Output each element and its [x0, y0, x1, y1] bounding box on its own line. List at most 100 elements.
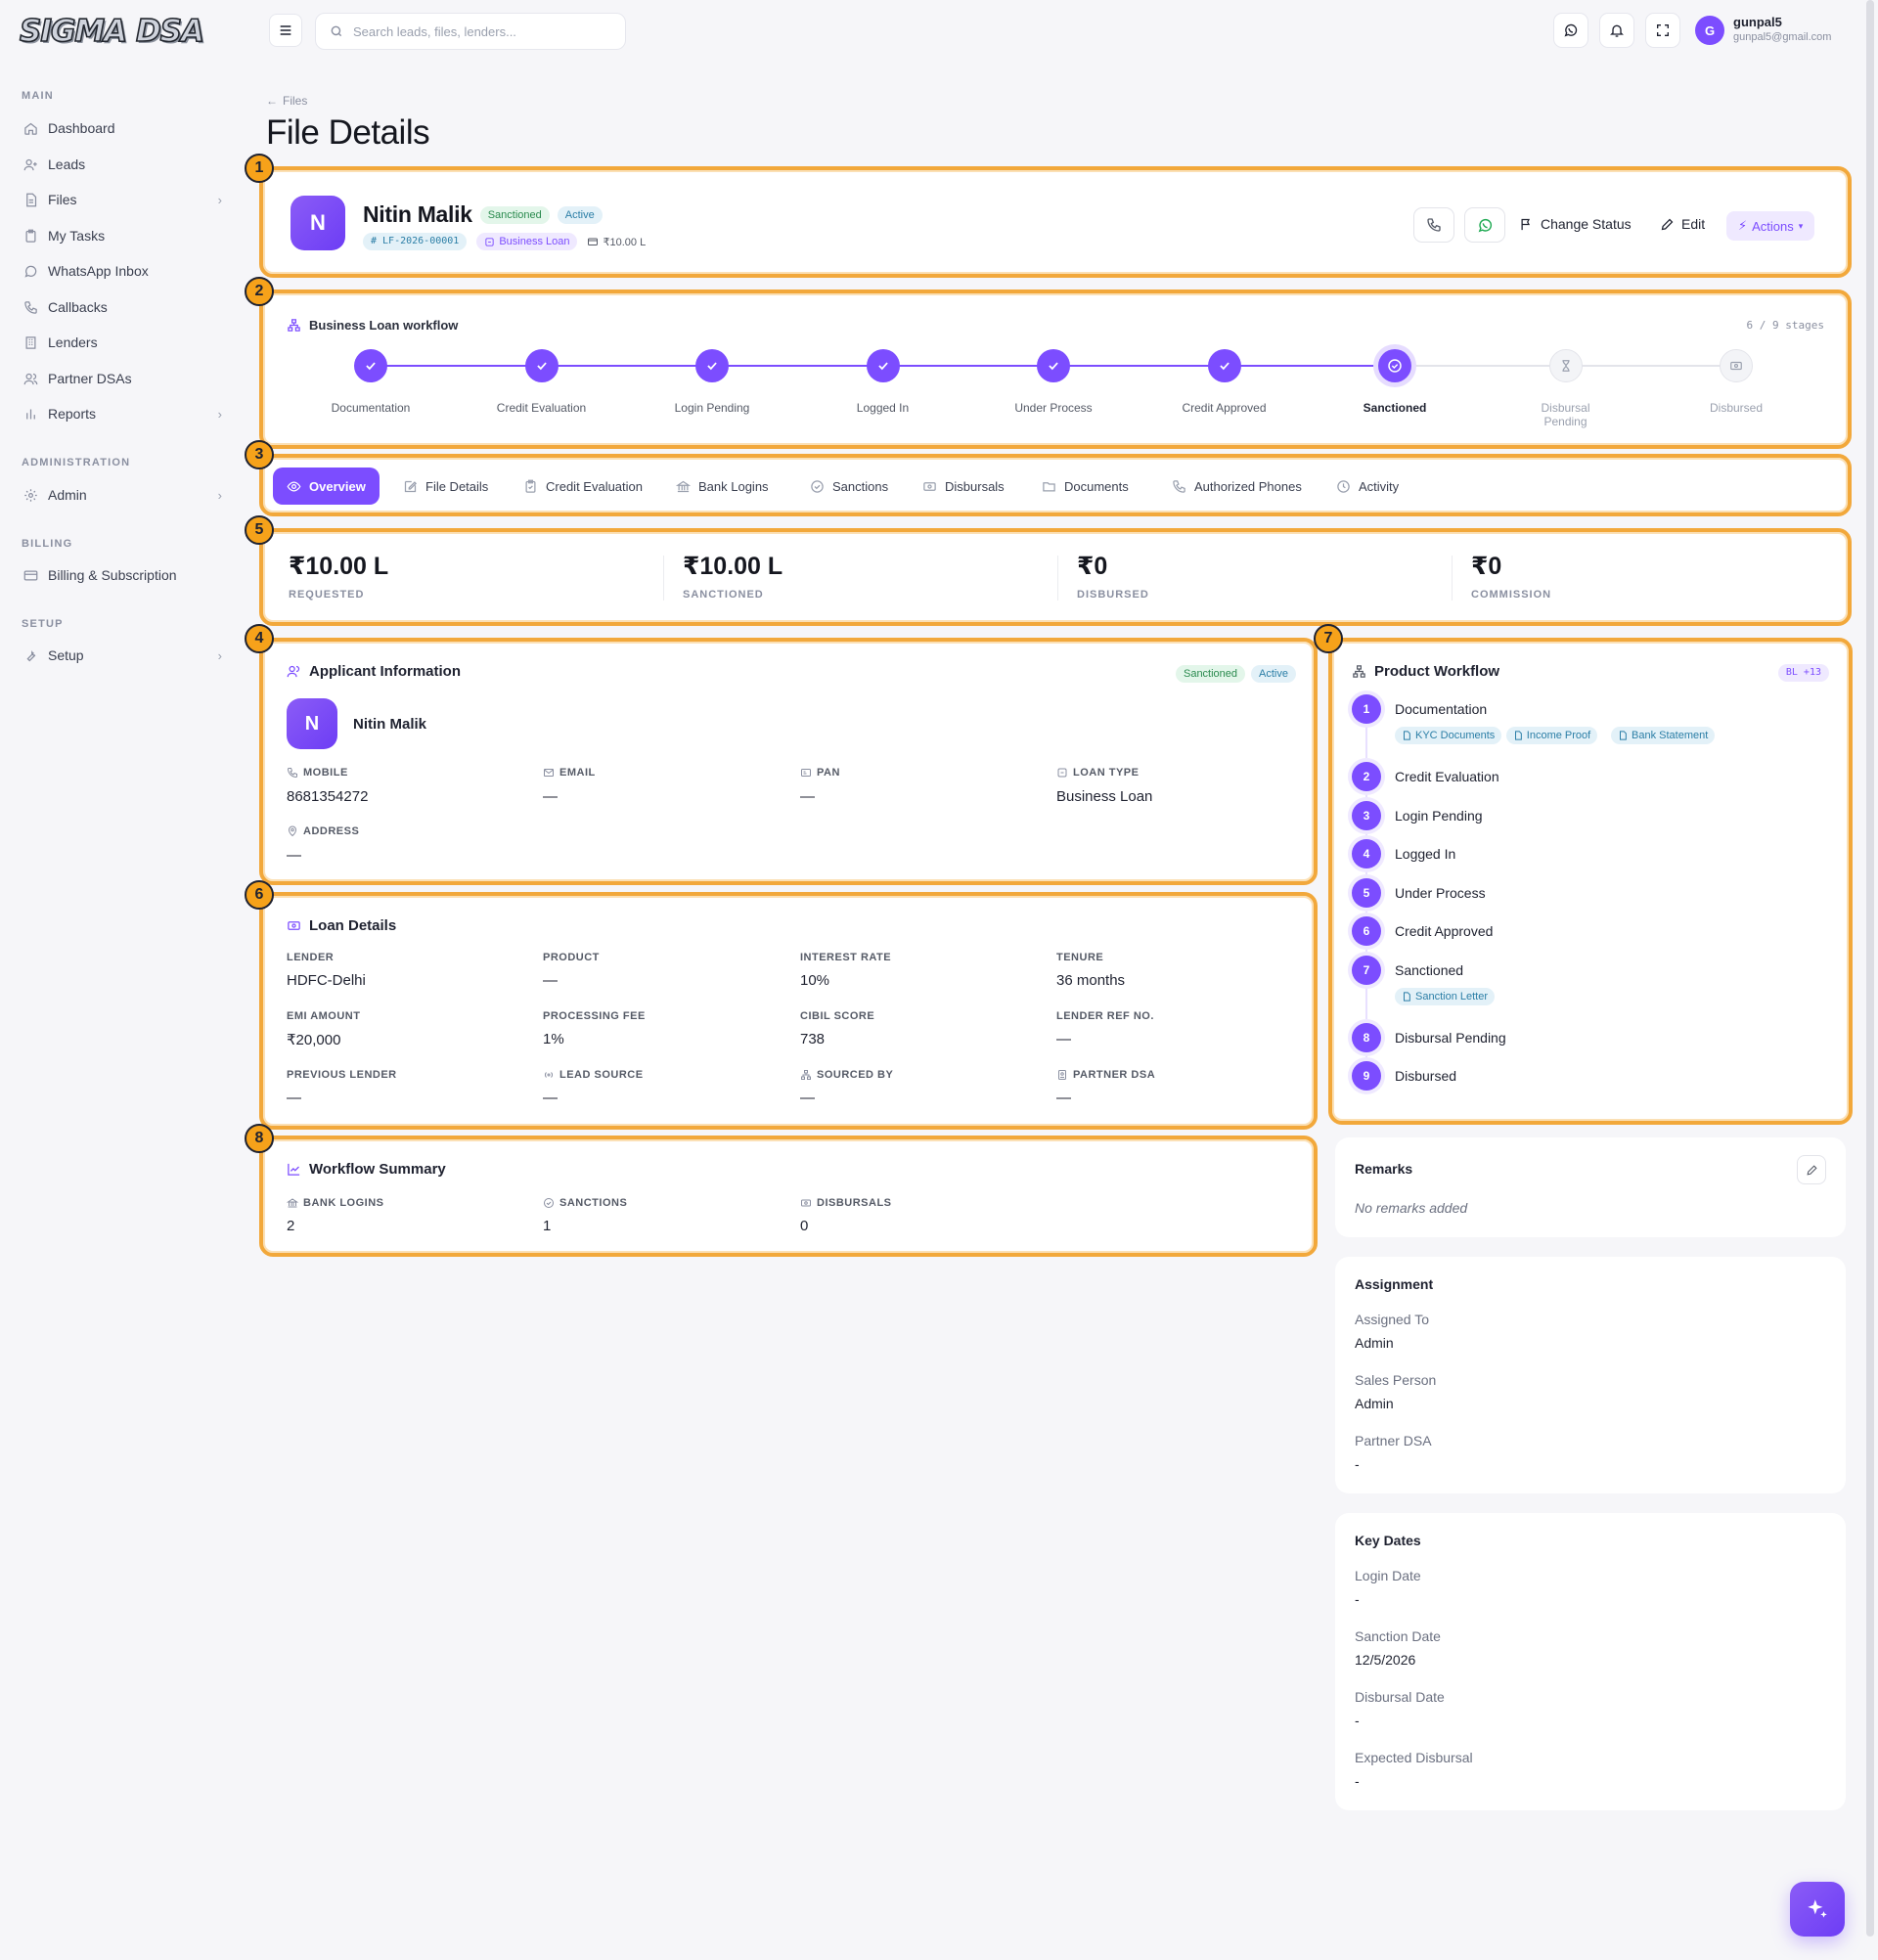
- sidebar-item-my-tasks[interactable]: My Tasks: [22, 221, 222, 250]
- workflow-step-connector: [1365, 984, 1367, 1023]
- whatsapp-chat-button[interactable]: [1464, 207, 1505, 243]
- partner-dsa-label: PARTNER DSA: [1056, 1069, 1155, 1081]
- user-name[interactable]: gunpal5: [1733, 15, 1782, 29]
- workflow-stage-dot[interactable]: [1720, 349, 1753, 382]
- phone-icon: [1172, 479, 1186, 494]
- workflow-stage-dot[interactable]: [1548, 349, 1583, 382]
- app-logo[interactable]: SIGMA DSA: [19, 13, 205, 50]
- ai-assistant-button[interactable]: [1790, 1882, 1845, 1937]
- user-avatar[interactable]: G: [1695, 16, 1724, 45]
- required-document-chip[interactable]: KYC Documents: [1395, 727, 1502, 744]
- annotation-marker-6: 6: [245, 880, 274, 910]
- fullscreen-button[interactable]: [1645, 13, 1680, 48]
- arrow-left-icon: ←: [266, 94, 278, 108]
- change-status-button[interactable]: Change Status: [1519, 216, 1632, 232]
- edit-remarks-button[interactable]: [1797, 1155, 1826, 1184]
- loan-type-value: Business Loan: [1056, 788, 1153, 805]
- tenure-label: TENURE: [1056, 952, 1104, 963]
- breadcrumb-files[interactable]: Files: [283, 94, 308, 108]
- sidebar-item-callbacks[interactable]: Callbacks: [22, 292, 222, 322]
- tab-authorized-phones[interactable]: Authorized Phones: [1158, 468, 1316, 505]
- sidebar-item-whatsapp-inbox[interactable]: WhatsApp Inbox: [22, 256, 222, 286]
- workflow-connector: [371, 365, 542, 367]
- required-document-chip[interactable]: Income Proof: [1505, 727, 1598, 744]
- workflow-step-name: Disbursed: [1395, 1068, 1457, 1084]
- tab-file-details[interactable]: File Details: [389, 468, 502, 505]
- phone-icon: [1427, 218, 1441, 232]
- nav-section-administration: ADMINISTRATION: [22, 457, 131, 468]
- sidebar-item-label: Leads: [48, 156, 86, 172]
- sidebar-item-label: My Tasks: [48, 228, 106, 244]
- tab-credit-evaluation[interactable]: Credit Evaluation: [510, 468, 656, 505]
- tab-sanctions[interactable]: Sanctions: [796, 468, 902, 505]
- breadcrumb[interactable]: ← Files: [266, 94, 307, 108]
- assigned-to-label: Assigned To: [1355, 1312, 1430, 1327]
- disbursal-date-value: -: [1355, 1713, 1360, 1728]
- global-search[interactable]: [315, 13, 626, 50]
- edit-button[interactable]: Edit: [1660, 216, 1705, 232]
- disbursal-date-label: Disbursal Date: [1355, 1689, 1445, 1705]
- sidebar-item-partner-dsas[interactable]: Partner DSAs: [22, 364, 222, 393]
- tab-activity[interactable]: Activity: [1322, 468, 1412, 505]
- mobile-value[interactable]: 8681354272: [287, 788, 369, 805]
- wrench-icon: [22, 646, 39, 664]
- loan-section-title: Loan Details: [287, 917, 396, 934]
- bank-logins-value: 2: [287, 1218, 295, 1234]
- actions-dropdown[interactable]: ⚡ Actions ▾: [1726, 211, 1815, 241]
- whatsapp-button[interactable]: [1553, 13, 1588, 48]
- interest-rate-label: INTEREST RATE: [800, 952, 892, 963]
- broadcast-icon: [543, 1069, 555, 1081]
- loan-type-label: LOAN TYPE: [1056, 767, 1139, 779]
- required-document-chip[interactable]: Bank Statement: [1611, 727, 1716, 744]
- annotation-marker-3: 3: [245, 440, 274, 469]
- workflow-step-number: 3: [1352, 800, 1381, 830]
- building-icon: [22, 334, 39, 351]
- file-id-badge[interactable]: # LF-2026-00001: [363, 233, 468, 250]
- sidebar: SIGMA DSA MAIN Dashboard Leads Files › M…: [0, 0, 245, 1960]
- notifications-button[interactable]: [1599, 13, 1634, 48]
- workflow-stage-dot[interactable]: [1207, 349, 1241, 382]
- applicant-section-title: Applicant Information: [287, 663, 461, 680]
- workflow-stage-dot[interactable]: [354, 349, 387, 382]
- applicant-avatar: N: [287, 698, 337, 749]
- sidebar-item-dashboard[interactable]: Dashboard: [22, 113, 222, 143]
- workflow-stage-dot[interactable]: [1378, 349, 1411, 382]
- bank-logins-label: BANK LOGINS: [287, 1197, 384, 1209]
- sidebar-item-reports[interactable]: Reports ›: [22, 399, 222, 428]
- workflow-stage-dot[interactable]: [524, 349, 559, 382]
- sidebar-item-setup[interactable]: Setup ›: [22, 641, 222, 670]
- amount-stats-card: ₹10.00 L REQUESTED ₹10.00 L SANCTIONED ₹…: [259, 528, 1852, 626]
- interest-rate-value: 10%: [800, 972, 830, 989]
- sidebar-item-lenders[interactable]: Lenders: [22, 328, 222, 357]
- tab-overview[interactable]: Overview: [273, 468, 380, 505]
- partner-dsa-value: —: [1056, 1090, 1071, 1106]
- workflow-stage-dot[interactable]: [1037, 349, 1070, 382]
- workflow-stage-dot[interactable]: [866, 349, 900, 382]
- sidebar-item-admin[interactable]: Admin ›: [22, 480, 222, 510]
- call-button[interactable]: [1413, 207, 1454, 243]
- cibil-score-label: CIBIL SCORE: [800, 1010, 875, 1022]
- sidebar-item-files[interactable]: Files ›: [22, 185, 222, 214]
- required-document-chip[interactable]: Sanction Letter: [1395, 987, 1495, 1005]
- expand-icon: [1657, 24, 1669, 36]
- search-input[interactable]: [353, 23, 607, 39]
- sidebar-item-billing[interactable]: Billing & Subscription: [22, 560, 222, 590]
- sidebar-item-label: Callbacks: [48, 299, 108, 315]
- workflow-stage-dot[interactable]: [695, 349, 729, 382]
- page-scrollbar[interactable]: [1866, 0, 1874, 1937]
- workflow-stage-label: Disbursed: [1709, 401, 1764, 415]
- nav-section-main: MAIN: [22, 90, 54, 102]
- chevron-right-icon: ›: [217, 647, 222, 663]
- whatsapp-icon: [1478, 218, 1492, 232]
- status-badge: Sanctioned: [1175, 665, 1246, 683]
- tab-documents[interactable]: Documents: [1028, 468, 1142, 505]
- document-icon: [1514, 731, 1522, 740]
- workflow-step-number: 6: [1352, 916, 1381, 946]
- active-badge: Active: [557, 205, 603, 224]
- hierarchy-icon: [1353, 665, 1365, 678]
- menu-toggle-button[interactable]: [269, 14, 302, 47]
- tab-bank-logins[interactable]: Bank Logins: [662, 468, 782, 505]
- sidebar-item-leads[interactable]: Leads: [22, 150, 222, 179]
- tab-disbursals[interactable]: Disbursals: [909, 468, 1018, 505]
- processing-fee-value: 1%: [543, 1031, 564, 1047]
